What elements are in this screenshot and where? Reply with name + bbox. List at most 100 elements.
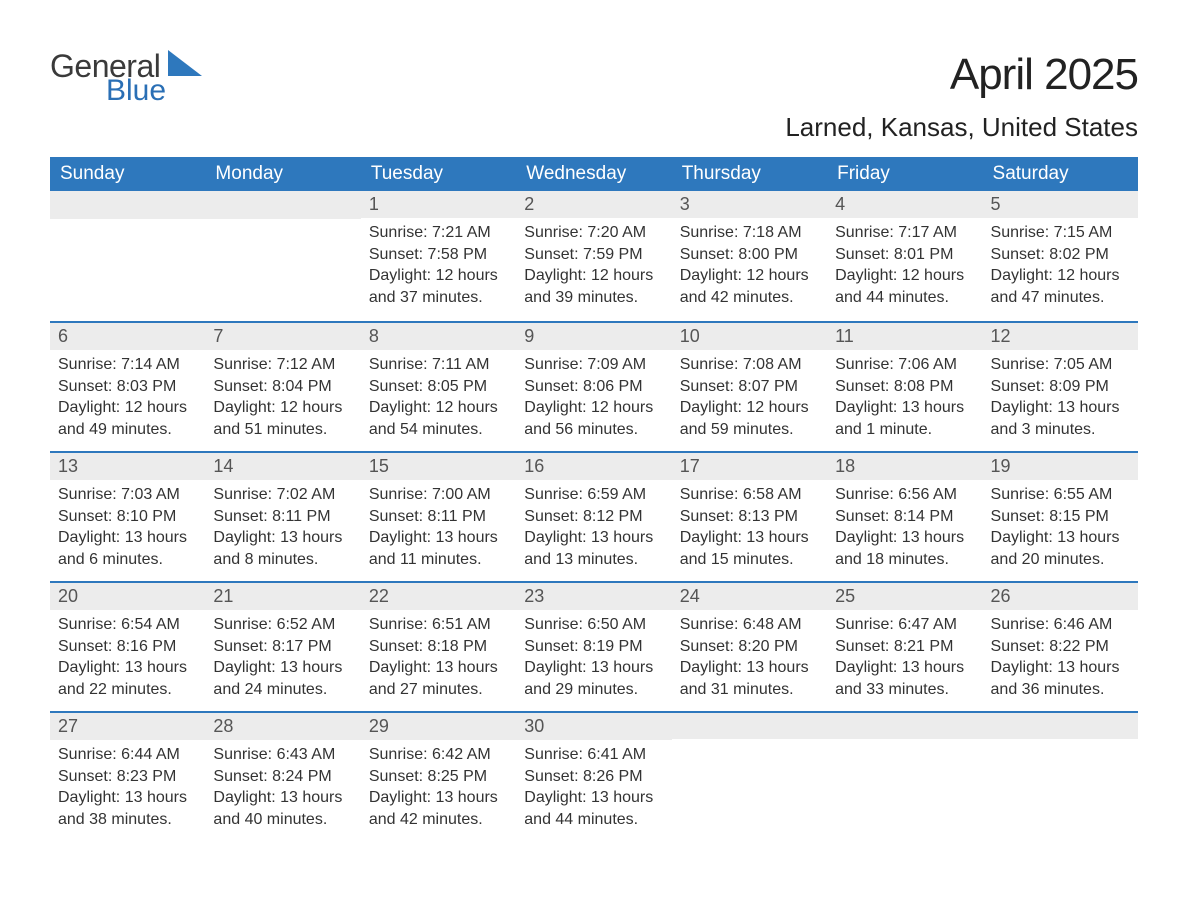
daylight-line: Daylight: 13 hours and 29 minutes. [524, 657, 663, 700]
day-data: Sunrise: 6:51 AMSunset: 8:18 PMDaylight:… [361, 610, 516, 708]
day-number: 22 [361, 581, 516, 610]
sunrise-line: Sunrise: 6:56 AM [835, 484, 974, 506]
day-data: Sunrise: 6:41 AMSunset: 8:26 PMDaylight:… [516, 740, 671, 838]
day-number: 21 [205, 581, 360, 610]
daylight-line: Daylight: 13 hours and 22 minutes. [58, 657, 197, 700]
logo-text: General Blue [50, 50, 166, 106]
page-title: April 2025 [950, 50, 1138, 100]
day-number: 14 [205, 451, 360, 480]
day-number: 2 [516, 191, 671, 218]
sunset-line: Sunset: 8:01 PM [835, 244, 974, 266]
day-data: Sunrise: 7:11 AMSunset: 8:05 PMDaylight:… [361, 350, 516, 448]
weekday-header: Tuesday [361, 157, 516, 191]
day-data: Sunrise: 6:55 AMSunset: 8:15 PMDaylight:… [983, 480, 1138, 578]
day-data: Sunrise: 7:21 AMSunset: 7:58 PMDaylight:… [361, 218, 516, 316]
calendar-day-cell: 24Sunrise: 6:48 AMSunset: 8:20 PMDayligh… [672, 581, 827, 711]
calendar-day-cell: 14Sunrise: 7:02 AMSunset: 8:11 PMDayligh… [205, 451, 360, 581]
day-data: Sunrise: 7:06 AMSunset: 8:08 PMDaylight:… [827, 350, 982, 448]
sunrise-line: Sunrise: 7:09 AM [524, 354, 663, 376]
daylight-line: Daylight: 13 hours and 11 minutes. [369, 527, 508, 570]
calendar-day-cell: 5Sunrise: 7:15 AMSunset: 8:02 PMDaylight… [983, 191, 1138, 321]
day-data: Sunrise: 6:54 AMSunset: 8:16 PMDaylight:… [50, 610, 205, 708]
calendar-day-cell: 15Sunrise: 7:00 AMSunset: 8:11 PMDayligh… [361, 451, 516, 581]
empty-day-bar [983, 711, 1138, 739]
calendar-day-cell: 22Sunrise: 6:51 AMSunset: 8:18 PMDayligh… [361, 581, 516, 711]
weekday-header: Friday [827, 157, 982, 191]
calendar-day-cell [205, 191, 360, 321]
sunrise-line: Sunrise: 7:17 AM [835, 222, 974, 244]
day-number: 23 [516, 581, 671, 610]
day-number: 27 [50, 711, 205, 740]
day-data: Sunrise: 6:59 AMSunset: 8:12 PMDaylight:… [516, 480, 671, 578]
sunset-line: Sunset: 8:10 PM [58, 506, 197, 528]
calendar-day-cell: 3Sunrise: 7:18 AMSunset: 8:00 PMDaylight… [672, 191, 827, 321]
daylight-line: Daylight: 13 hours and 8 minutes. [213, 527, 352, 570]
sunrise-line: Sunrise: 7:03 AM [58, 484, 197, 506]
sunset-line: Sunset: 8:25 PM [369, 766, 508, 788]
daylight-line: Daylight: 13 hours and 6 minutes. [58, 527, 197, 570]
daylight-line: Daylight: 12 hours and 39 minutes. [524, 265, 663, 308]
daylight-line: Daylight: 12 hours and 49 minutes. [58, 397, 197, 440]
sunset-line: Sunset: 8:22 PM [991, 636, 1130, 658]
sunrise-line: Sunrise: 6:55 AM [991, 484, 1130, 506]
sunrise-line: Sunrise: 7:08 AM [680, 354, 819, 376]
day-number: 15 [361, 451, 516, 480]
weekday-header-row: SundayMondayTuesdayWednesdayThursdayFrid… [50, 157, 1138, 191]
sunset-line: Sunset: 8:24 PM [213, 766, 352, 788]
sunset-line: Sunset: 8:18 PM [369, 636, 508, 658]
sunrise-line: Sunrise: 6:59 AM [524, 484, 663, 506]
sunrise-line: Sunrise: 7:12 AM [213, 354, 352, 376]
sunset-line: Sunset: 8:17 PM [213, 636, 352, 658]
sunrise-line: Sunrise: 7:21 AM [369, 222, 508, 244]
location-subtitle: Larned, Kansas, United States [50, 112, 1138, 143]
sunrise-line: Sunrise: 7:05 AM [991, 354, 1130, 376]
day-number: 28 [205, 711, 360, 740]
sunrise-line: Sunrise: 7:20 AM [524, 222, 663, 244]
calendar-day-cell: 9Sunrise: 7:09 AMSunset: 8:06 PMDaylight… [516, 321, 671, 451]
calendar-day-cell [672, 711, 827, 841]
calendar-day-cell: 2Sunrise: 7:20 AMSunset: 7:59 PMDaylight… [516, 191, 671, 321]
day-data: Sunrise: 7:14 AMSunset: 8:03 PMDaylight:… [50, 350, 205, 448]
day-number: 9 [516, 321, 671, 350]
daylight-line: Daylight: 12 hours and 59 minutes. [680, 397, 819, 440]
sunset-line: Sunset: 8:04 PM [213, 376, 352, 398]
day-data: Sunrise: 7:08 AMSunset: 8:07 PMDaylight:… [672, 350, 827, 448]
calendar-day-cell: 12Sunrise: 7:05 AMSunset: 8:09 PMDayligh… [983, 321, 1138, 451]
day-number: 26 [983, 581, 1138, 610]
logo-word-blue: Blue [106, 76, 166, 106]
logo-triangle-icon [168, 50, 202, 76]
calendar-day-cell: 25Sunrise: 6:47 AMSunset: 8:21 PMDayligh… [827, 581, 982, 711]
daylight-line: Daylight: 13 hours and 44 minutes. [524, 787, 663, 830]
calendar-week-row: 1Sunrise: 7:21 AMSunset: 7:58 PMDaylight… [50, 191, 1138, 321]
calendar-day-cell [50, 191, 205, 321]
daylight-line: Daylight: 12 hours and 51 minutes. [213, 397, 352, 440]
sunset-line: Sunset: 8:13 PM [680, 506, 819, 528]
sunrise-line: Sunrise: 7:15 AM [991, 222, 1130, 244]
day-number: 13 [50, 451, 205, 480]
day-data: Sunrise: 6:42 AMSunset: 8:25 PMDaylight:… [361, 740, 516, 838]
calendar-week-row: 20Sunrise: 6:54 AMSunset: 8:16 PMDayligh… [50, 581, 1138, 711]
sunset-line: Sunset: 8:08 PM [835, 376, 974, 398]
calendar-day-cell: 1Sunrise: 7:21 AMSunset: 7:58 PMDaylight… [361, 191, 516, 321]
sunrise-line: Sunrise: 7:18 AM [680, 222, 819, 244]
daylight-line: Daylight: 12 hours and 44 minutes. [835, 265, 974, 308]
weekday-header: Wednesday [516, 157, 671, 191]
day-number: 25 [827, 581, 982, 610]
calendar-day-cell: 13 Sunrise: 7:03 AMSunset: 8:10 PMDayligh… [50, 451, 205, 581]
calendar-day-cell: 16Sunrise: 6:59 AMSunset: 8:12 PMDayligh… [516, 451, 671, 581]
day-data: Sunrise: 7:20 AMSunset: 7:59 PMDaylight:… [516, 218, 671, 316]
daylight-line: Daylight: 12 hours and 54 minutes. [369, 397, 508, 440]
sunrise-line: Sunrise: 6:44 AM [58, 744, 197, 766]
day-number: 29 [361, 711, 516, 740]
weekday-header: Thursday [672, 157, 827, 191]
day-number: 18 [827, 451, 982, 480]
sunrise-line: Sunrise: 6:46 AM [991, 614, 1130, 636]
sunset-line: Sunset: 7:59 PM [524, 244, 663, 266]
sunset-line: Sunset: 8:09 PM [991, 376, 1130, 398]
weekday-header: Monday [205, 157, 360, 191]
daylight-line: Daylight: 13 hours and 38 minutes. [58, 787, 197, 830]
sunrise-line: Sunrise: 7:06 AM [835, 354, 974, 376]
sunset-line: Sunset: 8:11 PM [369, 506, 508, 528]
calendar-week-row: 27Sunrise: 6:44 AMSunset: 8:23 PMDayligh… [50, 711, 1138, 841]
daylight-line: Daylight: 12 hours and 37 minutes. [369, 265, 508, 308]
